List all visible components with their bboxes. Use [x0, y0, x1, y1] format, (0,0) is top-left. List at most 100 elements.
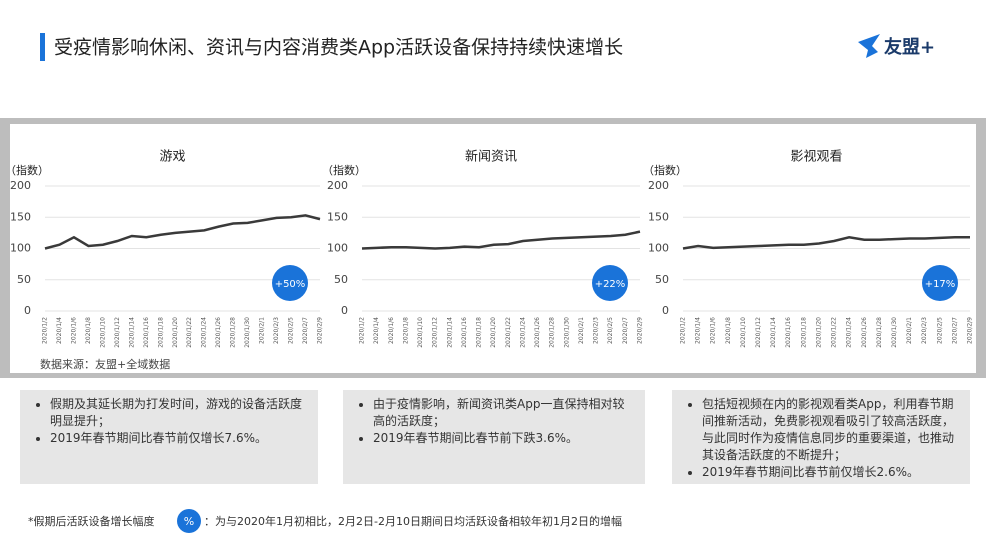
x-tick-label: 2020/1/20 [172, 317, 179, 348]
x-tick-label: 2020/1/12 [755, 317, 762, 348]
x-tick-label: 2020/1/10 [417, 317, 424, 348]
x-tick-label: 2020/1/24 [201, 317, 208, 348]
footnote-text: ：为与2020年1月初相比，2月2日-2月10日期间日均活跃设备相较年初1月2日… [204, 514, 622, 528]
y-tick-label: 0 [341, 304, 348, 317]
x-tick-label: 2020/1/28 [230, 317, 237, 348]
y-tick-label: 150 [327, 210, 348, 223]
x-tick-label: 2020/1/24 [519, 317, 526, 348]
x-tick-label: 2020/2/9 [637, 317, 644, 344]
x-tick-label: 2020/2/3 [273, 317, 280, 344]
series-line [682, 235, 970, 250]
note-item: 包括短视频在内的影视观看类App，利用春节期间推新活动，免费影视观看吸引了较高活… [702, 396, 958, 464]
y-tick-label: 100 [648, 242, 669, 255]
x-tick-label: 2020/2/1 [578, 317, 585, 344]
y-tick-label: 150 [648, 210, 669, 223]
note-box: 假期及其延长期为打发时间，游戏的设备活跃度明显提升；2019年春节期间比春节前仅… [20, 390, 318, 484]
note-list: 由于疫情影响，新闻资讯类App一直保持相对较高的活跃度；2019年春节期间比春节… [357, 396, 633, 447]
note-box: 由于疫情影响，新闻资讯类App一直保持相对较高的活跃度；2019年春节期间比春节… [343, 390, 645, 484]
x-tick-label: 2020/1/4 [373, 317, 380, 344]
x-tick-label: 2020/1/30 [244, 317, 251, 348]
x-tick-label: 2020/1/12 [432, 317, 439, 348]
x-tick-label: 2020/1/12 [114, 317, 121, 348]
x-tick-label: 2020/1/26 [215, 317, 222, 348]
x-tick-label: 2020/1/28 [549, 317, 556, 348]
note-item: 2019年春节期间比春节前仅增长2.6%。 [702, 464, 958, 481]
y-tick-label: 50 [655, 273, 669, 286]
x-tick-label: 2020/2/9 [967, 317, 974, 344]
y-tick-label: 0 [662, 304, 669, 317]
x-tick-label: 2020/1/14 [128, 317, 135, 348]
footnote-label: *假期后活跃设备增长幅度 [28, 514, 155, 528]
x-tick-label: 2020/1/22 [186, 317, 193, 348]
x-tick-label: 2020/2/3 [921, 317, 928, 344]
growth-badge [592, 265, 628, 301]
x-tick-label: 2020/1/8 [85, 317, 92, 344]
logo-icon [858, 34, 880, 58]
y-tick-label: 200 [327, 179, 348, 192]
title-bar [40, 33, 45, 61]
y-tick-label: 100 [327, 242, 348, 255]
x-tick-label: 2020/1/10 [99, 317, 106, 348]
growth-badge [922, 265, 958, 301]
series-line [44, 214, 321, 250]
y-axis-label: （指数） [5, 163, 49, 177]
y-tick-label: 0 [24, 304, 31, 317]
x-tick-label: 2020/1/10 [740, 317, 747, 348]
x-tick-label: 2020/1/16 [461, 317, 468, 348]
note-item: 2019年春节期间比春节前仅增长7.6%。 [50, 430, 306, 447]
y-axis-label: （指数） [322, 163, 366, 177]
chart-title: 新闻资讯 [465, 149, 517, 165]
x-tick-label: 2020/1/26 [861, 317, 868, 348]
x-tick-label: 2020/1/4 [56, 317, 63, 344]
x-tick-label: 2020/1/6 [388, 317, 395, 344]
footnote-badge-text: % [184, 515, 194, 528]
footnote-badge [177, 509, 201, 533]
x-tick-label: 2020/1/26 [534, 317, 541, 348]
y-axis-label: （指数） [643, 163, 687, 177]
x-tick-label: 2020/2/3 [593, 317, 600, 344]
y-tick-label: 200 [10, 179, 31, 192]
x-tick-label: 2020/1/22 [831, 317, 838, 348]
y-tick-label: 150 [10, 210, 31, 223]
x-tick-label: 2020/2/7 [622, 317, 629, 344]
note-item: 由于疫情影响，新闻资讯类App一直保持相对较高的活跃度； [373, 396, 633, 430]
x-tick-label: 2020/1/16 [785, 317, 792, 348]
x-tick-label: 2020/1/6 [70, 317, 77, 344]
growth-badge-text: +50% [275, 279, 306, 290]
x-tick-label: 2020/1/8 [402, 317, 409, 344]
x-tick-label: 2020/1/30 [563, 317, 570, 348]
note-item: 2019年春节期间比春节前下跌3.6%。 [373, 430, 633, 447]
x-tick-label: 2020/2/7 [302, 317, 309, 344]
x-tick-label: 2020/1/2 [42, 317, 49, 344]
y-tick-label: 50 [17, 273, 31, 286]
x-tick-label: 2020/1/30 [891, 317, 898, 348]
x-tick-label: 2020/1/4 [695, 317, 702, 344]
x-tick-label: 2020/1/18 [157, 317, 164, 348]
x-tick-label: 2020/1/20 [815, 317, 822, 348]
x-tick-label: 2020/1/22 [505, 317, 512, 348]
growth-badge-text: +17% [925, 279, 956, 290]
y-tick-label: 50 [334, 273, 348, 286]
x-tick-label: 2020/2/7 [951, 317, 958, 344]
x-tick-label: 2020/1/18 [476, 317, 483, 348]
x-tick-label: 2020/2/1 [906, 317, 913, 344]
chart-title: 影视观看 [790, 149, 842, 165]
x-tick-label: 2020/2/1 [259, 317, 266, 344]
chart-title: 游戏 [159, 150, 185, 165]
y-tick-label: 200 [648, 179, 669, 192]
slide-title: 受疫情影响休闲、资讯与内容消费类App活跃设备保持持续快速增长 [54, 37, 623, 59]
x-tick-label: 2020/2/5 [288, 317, 295, 344]
x-tick-label: 2020/1/14 [770, 317, 777, 348]
x-tick-label: 2020/1/2 [680, 317, 687, 344]
x-tick-label: 2020/2/5 [936, 317, 943, 344]
growth-badge [272, 265, 308, 301]
note-list: 包括短视频在内的影视观看类App，利用春节期间推新活动，免费影视观看吸引了较高活… [686, 396, 958, 481]
note-list: 假期及其延长期为打发时间，游戏的设备活跃度明显提升；2019年春节期间比春节前仅… [34, 396, 306, 447]
source: 数据来源：友盟+全域数据 [40, 357, 170, 371]
growth-badge-text: +22% [595, 279, 626, 290]
note-box: 包括短视频在内的影视观看类App，利用春节期间推新活动，免费影视观看吸引了较高活… [672, 390, 970, 484]
x-tick-label: 2020/1/18 [800, 317, 807, 348]
note-item: 假期及其延长期为打发时间，游戏的设备活跃度明显提升； [50, 396, 306, 430]
